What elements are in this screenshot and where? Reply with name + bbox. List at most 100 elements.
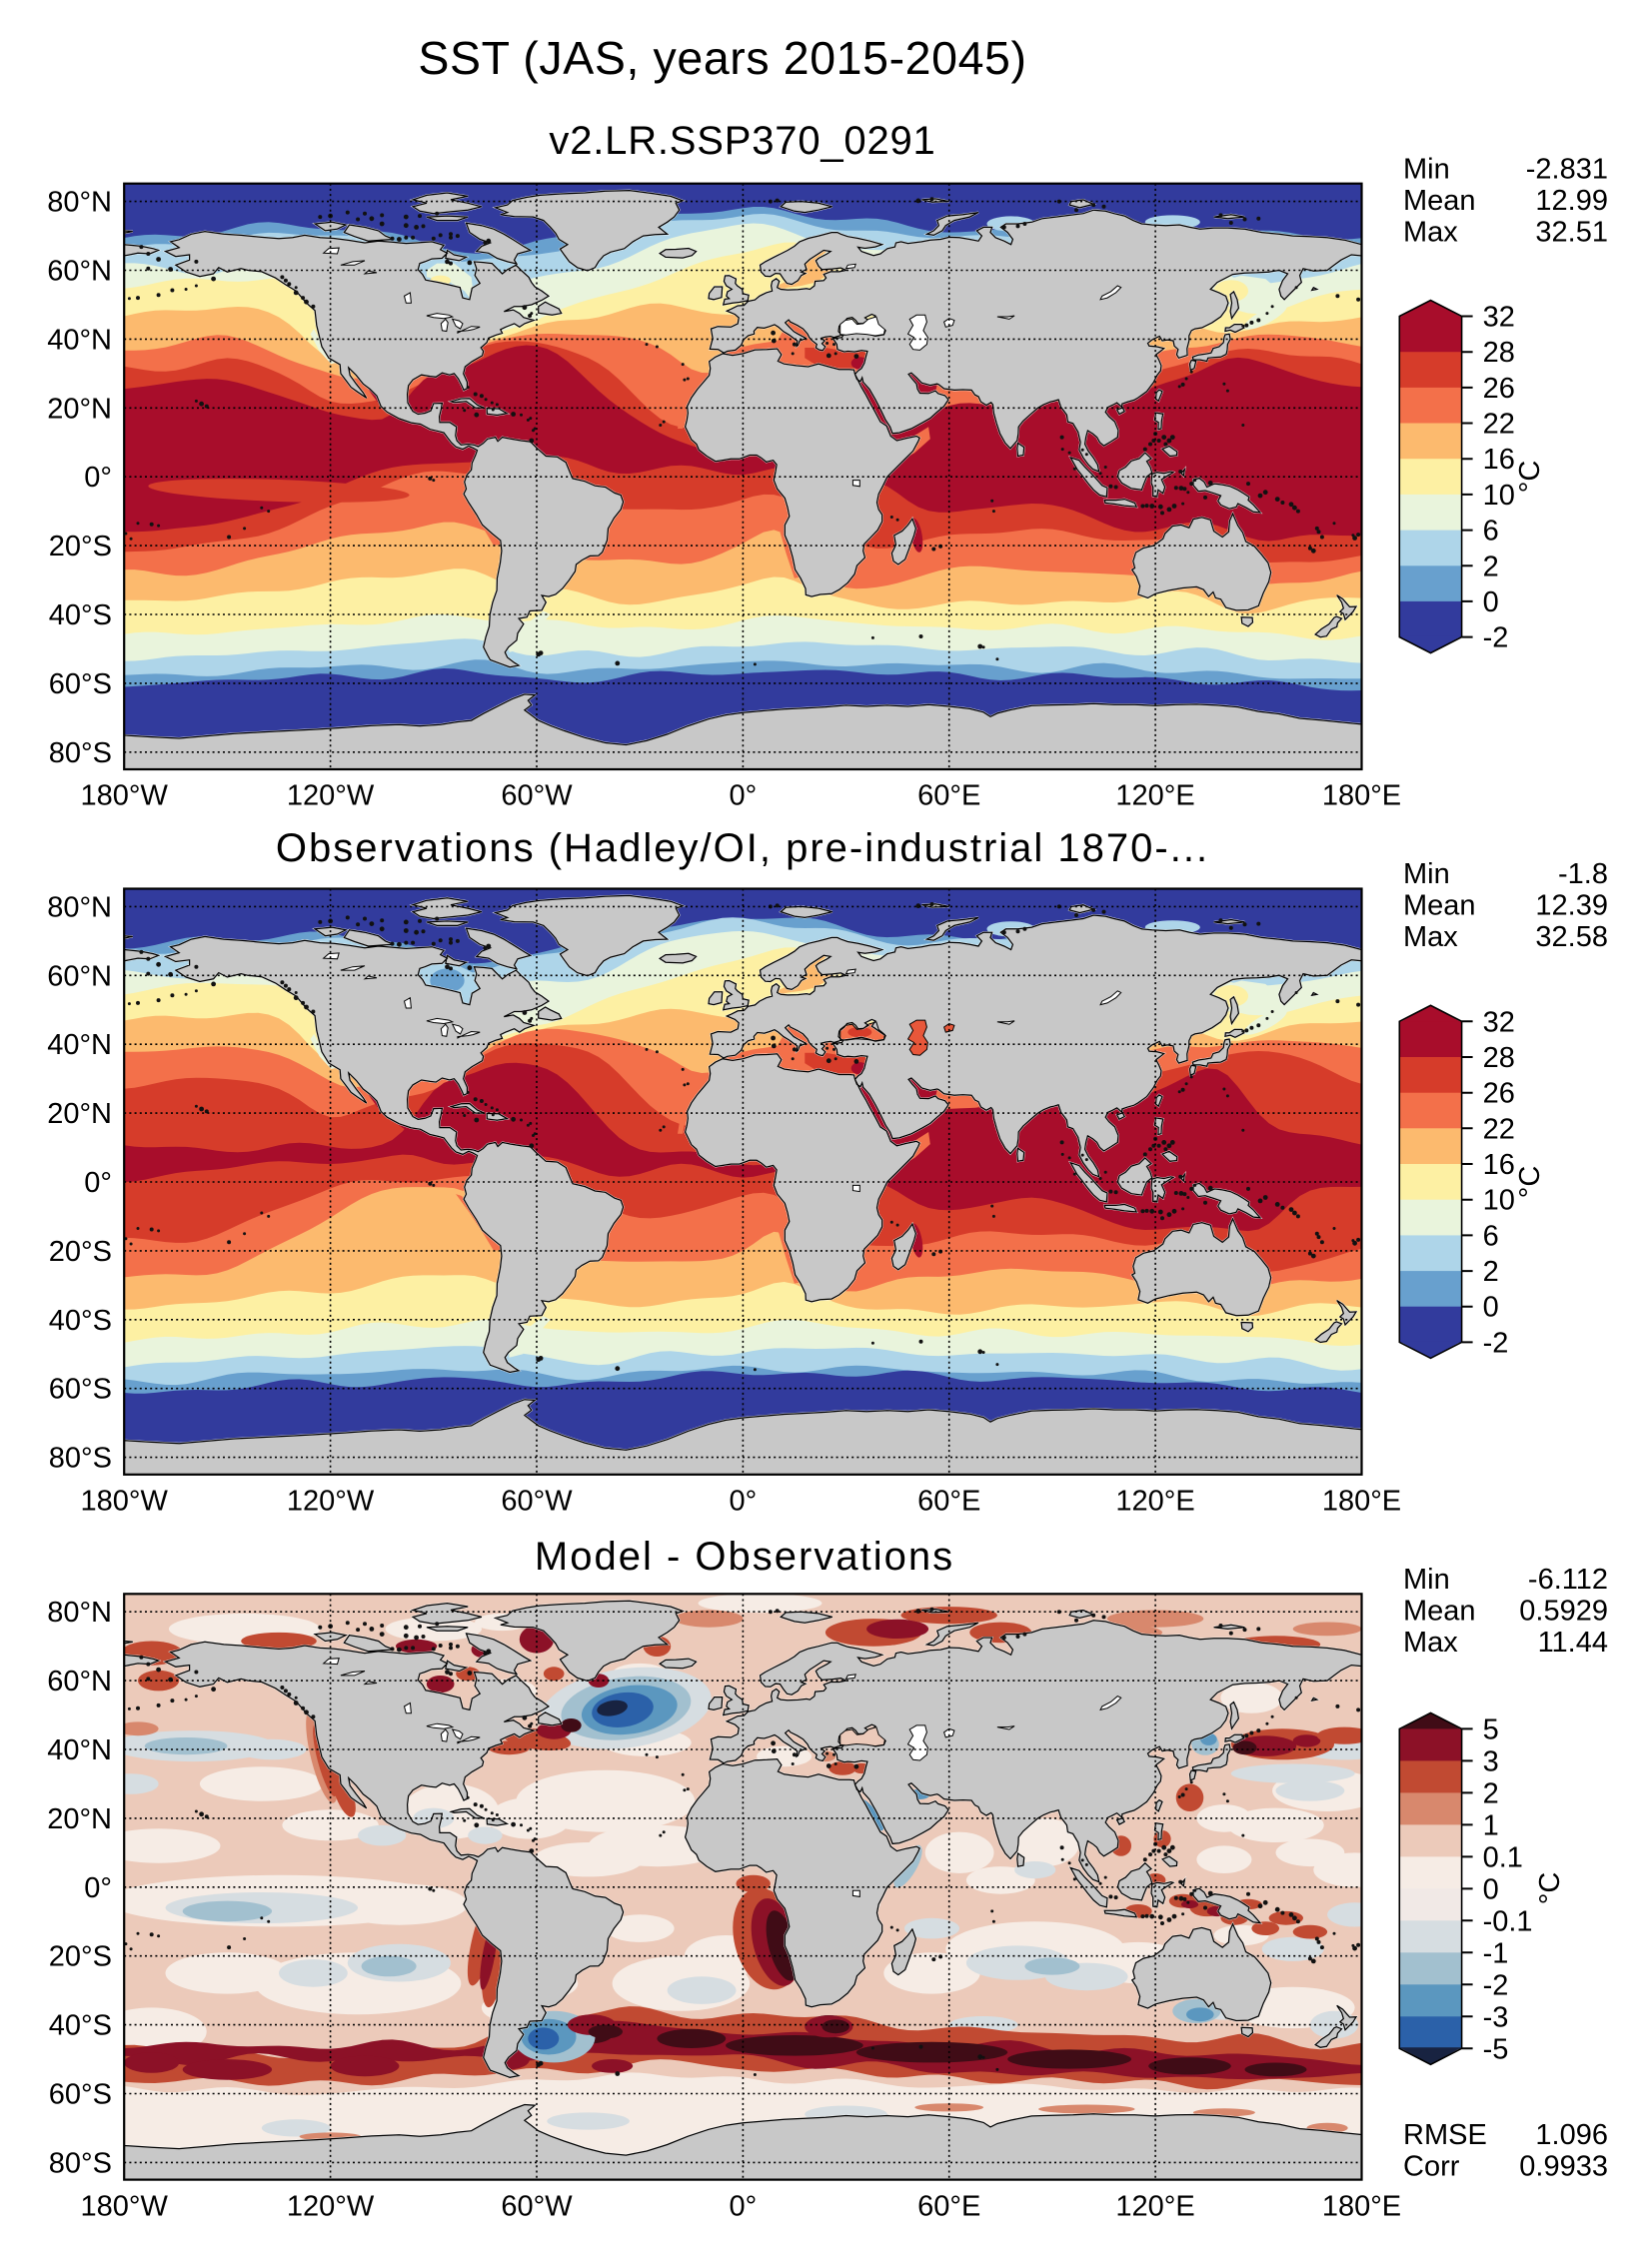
svg-text:2: 2 — [1483, 551, 1499, 582]
svg-text:-2: -2 — [1483, 1327, 1509, 1359]
svg-text:40°N: 40°N — [47, 1734, 112, 1766]
svg-text:Min: Min — [1403, 153, 1450, 185]
svg-text:32: 32 — [1483, 302, 1515, 334]
svg-text:1.096: 1.096 — [1535, 2119, 1608, 2151]
svg-text:60°E: 60°E — [917, 780, 980, 812]
svg-text:0°: 0° — [84, 1872, 112, 1904]
svg-text:SST (JAS, years 2015-2045): SST (JAS, years 2015-2045) — [418, 32, 1026, 84]
svg-text:-1.8: -1.8 — [1558, 858, 1608, 890]
svg-text:60°N: 60°N — [47, 960, 112, 992]
svg-text:32.58: 32.58 — [1535, 921, 1608, 953]
svg-text:-2: -2 — [1483, 1969, 1509, 2001]
svg-text:60°E: 60°E — [917, 2190, 980, 2222]
svg-text:Model - Observations: Model - Observations — [535, 1535, 954, 1579]
svg-text:180°E: 180°E — [1322, 1486, 1401, 1518]
svg-text:0.1: 0.1 — [1483, 1841, 1523, 1873]
svg-text:16: 16 — [1483, 1149, 1515, 1181]
svg-text:80°N: 80°N — [47, 187, 112, 219]
svg-text:120°W: 120°W — [287, 780, 375, 812]
svg-text:60°W: 60°W — [501, 2190, 573, 2222]
svg-text:28: 28 — [1483, 337, 1515, 369]
svg-text:40°N: 40°N — [47, 324, 112, 356]
svg-text:120°E: 120°E — [1115, 780, 1194, 812]
svg-text:Mean: Mean — [1403, 890, 1476, 922]
svg-text:60°W: 60°W — [501, 780, 573, 812]
svg-text:60°S: 60°S — [49, 668, 112, 700]
svg-text:Max: Max — [1403, 216, 1458, 248]
svg-text:60°S: 60°S — [49, 2079, 112, 2111]
svg-text:120°E: 120°E — [1115, 2190, 1194, 2222]
svg-text:120°W: 120°W — [287, 1486, 375, 1518]
svg-text:60°N: 60°N — [47, 256, 112, 288]
svg-text:-6.112: -6.112 — [1528, 1564, 1608, 1596]
svg-text:180°E: 180°E — [1322, 780, 1401, 812]
svg-text:-2.831: -2.831 — [1526, 153, 1608, 185]
svg-text:10: 10 — [1483, 1185, 1515, 1217]
svg-text:32.51: 32.51 — [1535, 216, 1608, 248]
svg-text:Observations (Hadley/OI, pre-i: Observations (Hadley/OI, pre-industrial … — [276, 826, 1209, 870]
svg-text:2: 2 — [1483, 1777, 1499, 1809]
svg-text:26: 26 — [1483, 1078, 1515, 1110]
svg-text:-0.1: -0.1 — [1483, 1905, 1533, 1937]
svg-text:20°N: 20°N — [47, 1098, 112, 1130]
svg-text:16: 16 — [1483, 444, 1515, 476]
svg-text:-1: -1 — [1483, 1937, 1509, 1969]
svg-text:Max: Max — [1403, 921, 1458, 953]
svg-text:12.99: 12.99 — [1535, 185, 1608, 217]
svg-text:0: 0 — [1483, 1292, 1499, 1324]
svg-text:1: 1 — [1483, 1809, 1499, 1841]
svg-text:0: 0 — [1483, 1873, 1499, 1905]
svg-text:-5: -5 — [1483, 2033, 1509, 2065]
svg-text:0°: 0° — [730, 1486, 758, 1518]
svg-text:40°S: 40°S — [49, 599, 112, 631]
svg-text:0: 0 — [1483, 586, 1499, 618]
svg-text:60°W: 60°W — [501, 1486, 573, 1518]
svg-text:0°: 0° — [730, 780, 758, 812]
svg-text:11.44: 11.44 — [1538, 1627, 1608, 1659]
svg-text:60°N: 60°N — [47, 1666, 112, 1698]
svg-text:22: 22 — [1483, 409, 1515, 441]
svg-text:v2.LR.SSP370_0291: v2.LR.SSP370_0291 — [549, 119, 935, 163]
svg-text:°C: °C — [1514, 1166, 1546, 1199]
svg-text:6: 6 — [1483, 1220, 1499, 1252]
svg-text:120°E: 120°E — [1115, 1486, 1194, 1518]
svg-text:°C: °C — [1534, 1872, 1566, 1905]
svg-text:Min: Min — [1403, 858, 1450, 890]
svg-text:40°S: 40°S — [49, 2010, 112, 2042]
svg-text:Corr: Corr — [1403, 2151, 1460, 2183]
svg-text:80°S: 80°S — [49, 2147, 112, 2179]
svg-text:6: 6 — [1483, 516, 1499, 548]
svg-text:28: 28 — [1483, 1042, 1515, 1074]
svg-text:12.39: 12.39 — [1535, 890, 1608, 922]
svg-text:0.9933: 0.9933 — [1519, 2151, 1608, 2183]
svg-text:3: 3 — [1483, 1745, 1499, 1777]
svg-text:Min: Min — [1403, 1564, 1450, 1596]
svg-text:40°N: 40°N — [47, 1029, 112, 1061]
svg-text:32: 32 — [1483, 1006, 1515, 1038]
svg-text:-2: -2 — [1483, 622, 1509, 654]
svg-text:10: 10 — [1483, 480, 1515, 512]
svg-text:60°S: 60°S — [49, 1374, 112, 1406]
svg-text:20°S: 20°S — [49, 531, 112, 563]
svg-text:Mean: Mean — [1403, 185, 1476, 217]
svg-text:40°S: 40°S — [49, 1305, 112, 1337]
svg-text:0°: 0° — [730, 2190, 758, 2222]
svg-text:°C: °C — [1514, 461, 1546, 494]
svg-text:26: 26 — [1483, 373, 1515, 405]
svg-text:Max: Max — [1403, 1627, 1458, 1659]
svg-text:80°S: 80°S — [49, 1443, 112, 1475]
svg-text:20°N: 20°N — [47, 393, 112, 425]
svg-text:60°E: 60°E — [917, 1486, 980, 1518]
svg-text:20°S: 20°S — [49, 1941, 112, 1973]
svg-text:2: 2 — [1483, 1256, 1499, 1288]
svg-text:0°: 0° — [84, 462, 112, 494]
svg-text:20°S: 20°S — [49, 1236, 112, 1268]
svg-text:120°W: 120°W — [287, 2190, 375, 2222]
svg-text:80°N: 80°N — [47, 1597, 112, 1629]
svg-text:180°W: 180°W — [81, 1486, 169, 1518]
svg-text:180°E: 180°E — [1322, 2190, 1401, 2222]
svg-text:180°W: 180°W — [81, 2190, 169, 2222]
svg-text:80°N: 80°N — [47, 891, 112, 923]
svg-text:0°: 0° — [84, 1167, 112, 1199]
svg-text:RMSE: RMSE — [1403, 2119, 1487, 2151]
